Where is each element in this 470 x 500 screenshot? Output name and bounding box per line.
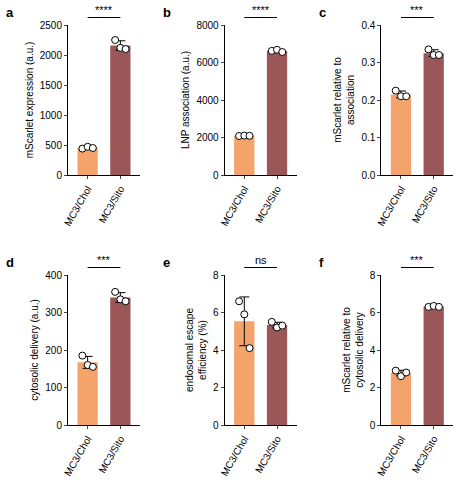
svg-text:LNP association (a.u.): LNP association (a.u.) xyxy=(180,51,191,149)
svg-text:mScarlet relative tocytosolic: mScarlet relative tocytosolic delivery xyxy=(341,307,365,393)
svg-text:500: 500 xyxy=(45,140,62,151)
svg-text:mScarlet relative toassociatio: mScarlet relative toassociation xyxy=(332,57,356,143)
svg-text:200: 200 xyxy=(45,345,62,356)
svg-text:8: 8 xyxy=(213,270,219,281)
svg-text:MC3/Chol: MC3/Chol xyxy=(219,434,251,478)
svg-text:2000: 2000 xyxy=(196,132,219,143)
svg-text:mScarlet expression (a.u.): mScarlet expression (a.u.) xyxy=(24,42,35,159)
svg-text:0: 0 xyxy=(370,420,376,431)
svg-text:MC3/Sito: MC3/Sito xyxy=(96,434,126,475)
svg-text:0: 0 xyxy=(213,420,219,431)
svg-text:6: 6 xyxy=(370,307,376,318)
svg-text:MC3/Chol: MC3/Chol xyxy=(375,184,407,228)
svg-text:1000: 1000 xyxy=(40,110,63,121)
svg-text:MC3/Chol: MC3/Chol xyxy=(62,434,94,478)
svg-text:6: 6 xyxy=(213,307,219,318)
svg-text:2: 2 xyxy=(370,382,376,393)
svg-text:c: c xyxy=(319,5,326,20)
svg-text:2500: 2500 xyxy=(40,20,63,31)
svg-text:2: 2 xyxy=(213,382,219,393)
svg-text:f: f xyxy=(319,255,324,270)
svg-text:0.0: 0.0 xyxy=(361,170,375,181)
svg-text:endosomal escapeefficiency (%): endosomal escapeefficiency (%) xyxy=(184,308,208,392)
svg-text:b: b xyxy=(163,5,171,20)
svg-text:***: *** xyxy=(410,4,424,16)
svg-text:4: 4 xyxy=(213,345,219,356)
svg-text:MC3/Chol: MC3/Chol xyxy=(375,434,407,478)
svg-text:100: 100 xyxy=(45,382,62,393)
svg-text:8000: 8000 xyxy=(196,20,219,31)
svg-text:0: 0 xyxy=(213,170,219,181)
svg-text:***: *** xyxy=(410,254,424,266)
svg-text:6000: 6000 xyxy=(196,57,219,68)
svg-text:MC3/Chol: MC3/Chol xyxy=(219,184,251,228)
svg-text:MC3/Sito: MC3/Sito xyxy=(410,434,440,475)
svg-text:MC3/Sito: MC3/Sito xyxy=(253,184,283,225)
svg-text:0.2: 0.2 xyxy=(361,95,375,106)
svg-text:e: e xyxy=(163,255,170,270)
svg-text:MC3/Sito: MC3/Sito xyxy=(410,184,440,225)
svg-text:MC3/Sito: MC3/Sito xyxy=(96,184,126,225)
svg-text:2000: 2000 xyxy=(40,50,63,61)
svg-text:0: 0 xyxy=(56,420,62,431)
svg-text:MC3/Sito: MC3/Sito xyxy=(253,434,283,475)
svg-text:****: **** xyxy=(95,4,113,16)
svg-text:cytosolic delivery (a.u.): cytosolic delivery (a.u.) xyxy=(29,299,40,401)
svg-text:400: 400 xyxy=(45,270,62,281)
svg-text:****: **** xyxy=(252,4,270,16)
svg-text:0.3: 0.3 xyxy=(361,57,375,68)
svg-text:0.1: 0.1 xyxy=(361,132,375,143)
svg-text:0: 0 xyxy=(56,170,62,181)
svg-text:1500: 1500 xyxy=(40,80,63,91)
svg-text:ns: ns xyxy=(255,254,267,266)
svg-text:a: a xyxy=(6,5,14,20)
svg-text:***: *** xyxy=(97,254,111,266)
svg-text:4: 4 xyxy=(370,345,376,356)
svg-text:8: 8 xyxy=(370,270,376,281)
svg-text:d: d xyxy=(6,255,14,270)
svg-text:300: 300 xyxy=(45,307,62,318)
svg-text:MC3/Chol: MC3/Chol xyxy=(62,184,94,228)
svg-text:0.4: 0.4 xyxy=(361,20,375,31)
svg-text:4000: 4000 xyxy=(196,95,219,106)
